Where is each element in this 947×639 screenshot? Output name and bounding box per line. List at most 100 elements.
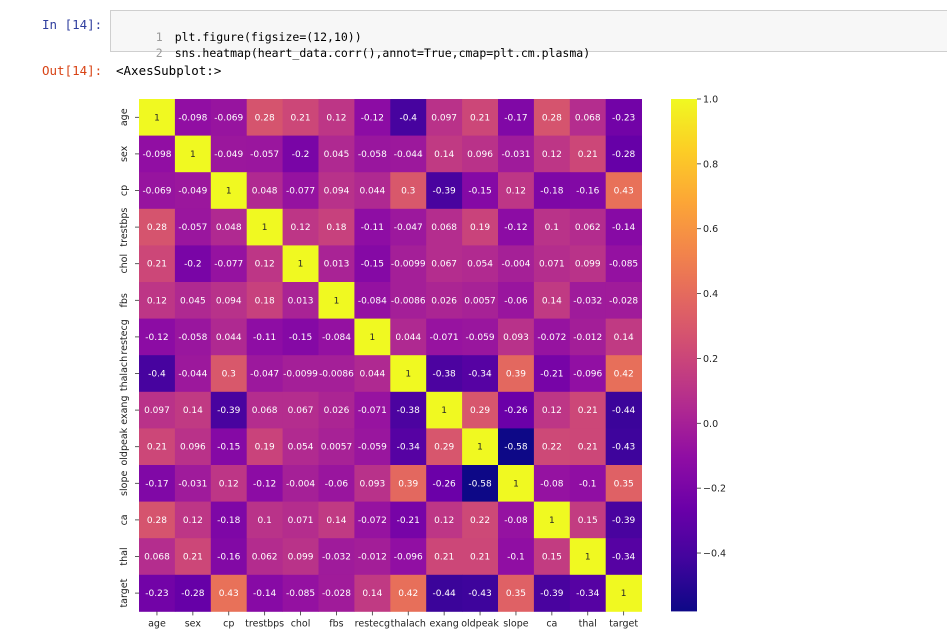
- y-tick-label: sex: [119, 145, 130, 162]
- cell-annotation: 1: [513, 479, 519, 489]
- cell-annotation: -0.39: [540, 589, 564, 599]
- cell-annotation: 0.21: [434, 553, 454, 563]
- colorbar-tick-label: 1.0: [703, 95, 718, 106]
- code-line: 2 sns.heatmap(heart_data.corr(),annot=Tru…: [111, 32, 590, 60]
- heatmap-cell: [210, 282, 248, 319]
- cell-annotation: 0.21: [147, 260, 167, 270]
- cell-annotation: 0.068: [575, 113, 601, 123]
- heatmap-cell: [533, 208, 571, 246]
- heatmap-cell: [390, 282, 427, 319]
- cell-annotation: 0.099: [288, 553, 314, 563]
- cell-annotation: -0.098: [178, 113, 207, 123]
- cell-annotation: 0.071: [288, 516, 314, 526]
- heatmap-cell: [605, 318, 642, 356]
- cell-annotation: 0.14: [183, 406, 203, 416]
- y-tick-label: target: [119, 578, 130, 607]
- cell-annotation: -0.0099: [391, 260, 426, 270]
- cell-annotation: -0.26: [504, 406, 528, 416]
- heatmap-cell: [246, 574, 283, 612]
- cell-annotation: -0.11: [361, 223, 384, 233]
- heatmap-cell: [246, 208, 283, 246]
- cell-annotation: 0.42: [614, 370, 634, 380]
- heatmap-cell: [569, 501, 607, 539]
- cell-annotation: -0.069: [142, 187, 171, 197]
- heatmap-cell: [533, 428, 571, 466]
- cell-annotation: -0.23: [612, 113, 635, 123]
- heatmap-cell: [605, 428, 642, 466]
- cell-annotation: -0.2: [184, 260, 202, 270]
- heatmap-cell: [426, 135, 463, 173]
- heatmap-cell: [498, 135, 535, 173]
- cell-annotation: -0.072: [537, 333, 566, 343]
- heatmap-cell: [390, 355, 427, 393]
- cell-annotation: 0.14: [362, 589, 382, 599]
- cell-annotation: -0.17: [145, 479, 168, 489]
- heatmap-cell: [246, 428, 283, 466]
- cell-annotation: -0.071: [430, 333, 459, 343]
- cell-annotation: -0.2: [292, 150, 310, 160]
- cell-annotation: -0.032: [322, 553, 351, 563]
- cell-annotation: 1: [585, 553, 591, 563]
- heatmap-cell: [354, 501, 391, 539]
- heatmap-cells: 1 -0.098 -0.069 0.28 0.21 0.12 -0.12 -0.4 0.097 0…: [139, 99, 642, 612]
- cell-annotation: -0.38: [397, 406, 421, 416]
- heatmap-cell: [498, 318, 535, 356]
- cell-annotation: 0.19: [470, 223, 490, 233]
- heatmap-cell: [174, 355, 212, 393]
- heatmap-cell: [569, 245, 607, 283]
- x-tick-label: ca: [546, 618, 557, 629]
- y-tick-label: age: [119, 108, 130, 126]
- heatmap-cell: [139, 172, 176, 210]
- cell-annotation: 0.14: [614, 333, 634, 343]
- heatmap-cell: [246, 245, 283, 283]
- heatmap-cell: [426, 355, 463, 393]
- heatmap-cell: [498, 391, 535, 429]
- heatmap-cell: [318, 135, 355, 173]
- cell-annotation: 0.026: [324, 406, 350, 416]
- heatmap-cell: [139, 282, 176, 319]
- cell-annotation: -0.12: [145, 333, 168, 343]
- cell-annotation: 1: [154, 113, 160, 123]
- heatmap-cell: [246, 501, 283, 539]
- cell-annotation: -0.34: [576, 589, 600, 599]
- cell-annotation: -0.057: [250, 150, 279, 160]
- heatmap-cell: [569, 574, 607, 612]
- heatmap-cell: [318, 208, 355, 246]
- cell-annotation: 0.071: [539, 260, 565, 270]
- heatmap-cell: [569, 99, 607, 136]
- cell-annotation: 0.12: [219, 479, 239, 489]
- cell-annotation: 1: [549, 516, 555, 526]
- cell-annotation: -0.028: [609, 296, 638, 306]
- cell-annotation: 0.1: [257, 516, 271, 526]
- heatmap-cell: [246, 172, 283, 210]
- heatmap-cell: [174, 245, 212, 283]
- heatmap-cell: [354, 245, 391, 283]
- cell-annotation: 0.12: [326, 113, 346, 123]
- heatmap-cell: [210, 172, 248, 210]
- cell-annotation: 0.12: [434, 516, 454, 526]
- cell-annotation: -0.15: [468, 187, 491, 197]
- heatmap-cell: [174, 538, 212, 576]
- cell-annotation: -0.08: [504, 516, 528, 526]
- heatmap-cell: [462, 391, 499, 429]
- heatmap-cell: [533, 172, 571, 210]
- cell-annotation: -0.16: [576, 187, 600, 197]
- heatmap-cell: [282, 172, 319, 210]
- heatmap-cell: [569, 465, 607, 502]
- cell-annotation: -0.34: [612, 553, 636, 563]
- heatmap-cell: [174, 391, 212, 429]
- code-cell[interactable]: 1 plt.figure(figsize=(12,10)) 2 sns.heatma…: [110, 10, 947, 60]
- colorbar-tick-label: 0.6: [703, 224, 718, 235]
- heatmap-cell: [354, 135, 391, 173]
- heatmap-cell: [282, 538, 319, 576]
- cell-annotation: 0.21: [578, 406, 598, 416]
- y-tick-label: ca: [119, 514, 130, 525]
- heatmap-cell: [246, 355, 283, 393]
- heatmap-cell: [139, 501, 176, 539]
- output-prompt: Out[14]:: [42, 63, 103, 78]
- x-tick-label: fbs: [329, 618, 343, 629]
- heatmap-cell: [533, 99, 571, 136]
- heatmap-cell: [426, 428, 463, 466]
- heatmap-cell: [533, 282, 571, 319]
- heatmap-cell: [354, 574, 391, 612]
